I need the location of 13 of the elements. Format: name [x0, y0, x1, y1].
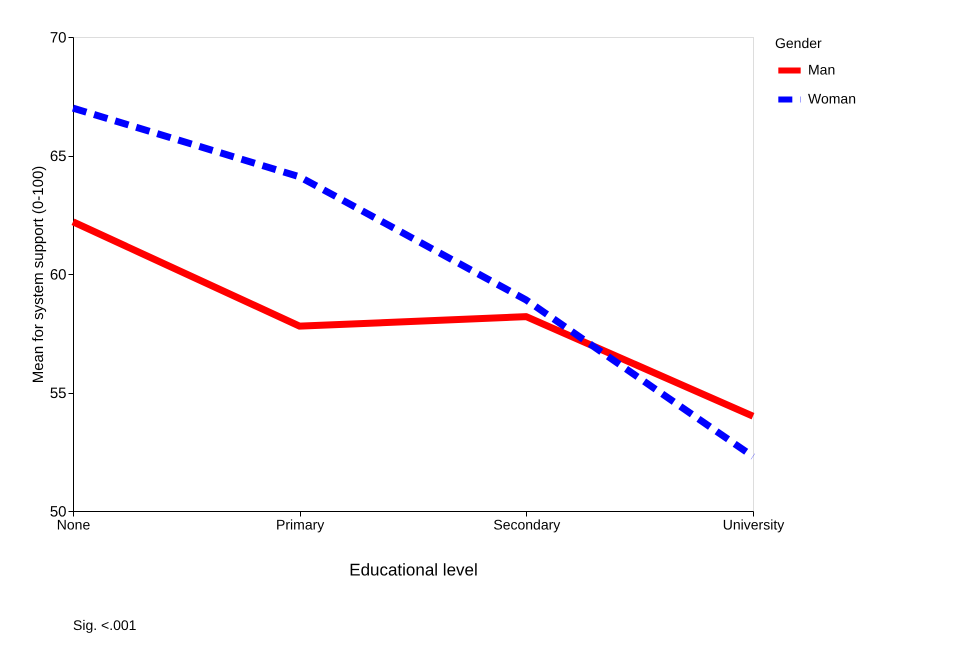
x-tick-label: University: [722, 516, 784, 532]
legend-label: Man: [808, 62, 836, 78]
x-tick-label: Secondary: [493, 516, 560, 532]
y-tick-label: 60: [50, 266, 66, 284]
legend-label: Woman: [808, 90, 856, 106]
text: Sig. <.001: [73, 617, 137, 633]
y-tick-label: 70: [50, 30, 66, 46]
y-tick-label: 65: [50, 148, 66, 165]
x-axis-title: Educational level: [349, 560, 478, 580]
x-tick-label: Primary: [276, 516, 324, 532]
y-axis-title: Mean for system support (0-100): [30, 166, 47, 384]
y-tick-label: 55: [50, 385, 66, 402]
legend-title: Gender: [775, 35, 822, 51]
